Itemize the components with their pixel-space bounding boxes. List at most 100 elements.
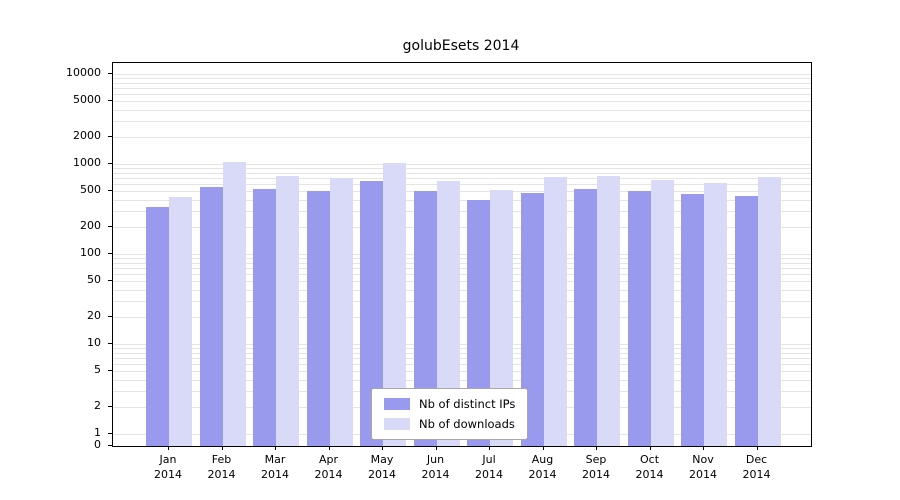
bar (383, 162, 406, 446)
x-tick-label: Mar 2014 (245, 453, 305, 483)
x-tick-label: Jun 2014 (406, 453, 466, 483)
bar (597, 176, 620, 446)
bar (253, 188, 276, 446)
bar (627, 190, 651, 446)
x-label-year: 2014 (475, 467, 503, 481)
x-tick-label: Apr 2014 (299, 453, 359, 483)
bar (436, 180, 460, 446)
y-tick (108, 280, 112, 282)
x-label-year: 2014 (421, 467, 450, 481)
x-tick (542, 446, 544, 450)
bar (704, 183, 727, 446)
legend-label: Nb of downloads (419, 417, 515, 431)
x-tick-label: Oct 2014 (620, 453, 680, 483)
gridline (113, 262, 811, 264)
x-tick-label: Aug 2014 (513, 453, 573, 483)
gridline (113, 301, 811, 303)
gridline (113, 109, 811, 111)
bar (276, 176, 299, 446)
y-tick-label: 0 (94, 438, 101, 451)
x-label-month: May (370, 453, 394, 466)
x-tick-label: May 2014 (352, 453, 412, 483)
gridline (113, 254, 811, 255)
bar (734, 195, 758, 446)
legend-swatch (384, 418, 410, 430)
y-tick-label: 100 (80, 246, 101, 259)
x-tick (275, 446, 276, 450)
y-tick (108, 163, 112, 164)
y-tick-label: 1 (94, 426, 101, 439)
x-label-year: 2014 (528, 467, 557, 481)
y-tick (108, 343, 112, 344)
x-label-month: Jan (159, 453, 177, 466)
gridline (113, 191, 811, 193)
y-tick-label: 10000 (66, 66, 101, 79)
x-tick (596, 446, 597, 450)
bar (520, 192, 544, 446)
gridline (113, 267, 811, 269)
gridline (113, 78, 811, 80)
x-label-month: Oct (639, 453, 660, 466)
gridline (113, 273, 811, 275)
y-tick (108, 445, 112, 446)
gridline (113, 172, 811, 174)
x-label-month: Apr (318, 453, 339, 466)
y-tick-label: 1000 (73, 156, 101, 169)
legend-item: Nb of distinct IPs (384, 397, 515, 411)
gridline (113, 258, 811, 260)
x-label-year: 2014 (635, 467, 664, 481)
legend: Nb of distinct IPs Nb of downloads (371, 388, 529, 440)
x-tick-label: Feb 2014 (192, 453, 252, 483)
gridline (113, 183, 811, 185)
x-tick (382, 446, 383, 450)
x-tick-label: Sep 2014 (566, 453, 626, 483)
gridline (113, 371, 811, 373)
x-tick (168, 446, 169, 450)
x-tick (221, 446, 223, 450)
gridline (113, 168, 811, 170)
bar (169, 196, 192, 446)
gridline (113, 74, 811, 75)
y-tick-label: 2 (94, 398, 101, 412)
x-label-year: 2014 (154, 467, 182, 481)
y-tick (108, 225, 112, 227)
x-label-month: Mar (264, 453, 286, 466)
y-tick-label: 500 (80, 183, 101, 197)
x-label-year: 2014 (261, 467, 289, 481)
y-tick-label: 10 (87, 336, 101, 349)
gridline (113, 101, 811, 103)
x-axis: Jan 2014 Feb 2014 Mar 2014 Apr 2014 May 2014 Jun 20… (112, 446, 810, 490)
y-tick-label: 20 (87, 308, 101, 322)
bar (650, 179, 674, 446)
bar (329, 177, 353, 446)
bar (199, 186, 223, 446)
x-label-month: Nov (692, 453, 714, 466)
gridline (113, 177, 811, 179)
x-label-month: Sep (585, 453, 607, 466)
x-label-month: Jul (482, 453, 496, 466)
y-tick-label: 2000 (73, 128, 101, 142)
x-label-year: 2014 (689, 467, 717, 481)
gridline (113, 316, 811, 318)
gridline (113, 82, 811, 84)
bar (413, 191, 437, 446)
gridline (113, 226, 811, 228)
gridline (113, 281, 811, 283)
chart-title: golubEsets 2014 (402, 38, 520, 54)
y-tick (108, 100, 112, 102)
bar (681, 193, 704, 446)
gridline (113, 363, 811, 365)
x-label-month: Dec (745, 453, 768, 466)
y-tick (108, 315, 112, 317)
legend-swatch (384, 398, 410, 410)
y-tick-label: 50 (87, 273, 101, 287)
x-label-year: 2014 (207, 467, 236, 481)
gridline (113, 87, 811, 89)
y-tick (108, 73, 112, 74)
bar (222, 162, 246, 446)
x-tick (703, 446, 704, 450)
x-label-year: 2014 (742, 467, 771, 481)
y-tick-label: 200 (80, 218, 101, 232)
x-tick (489, 446, 490, 450)
